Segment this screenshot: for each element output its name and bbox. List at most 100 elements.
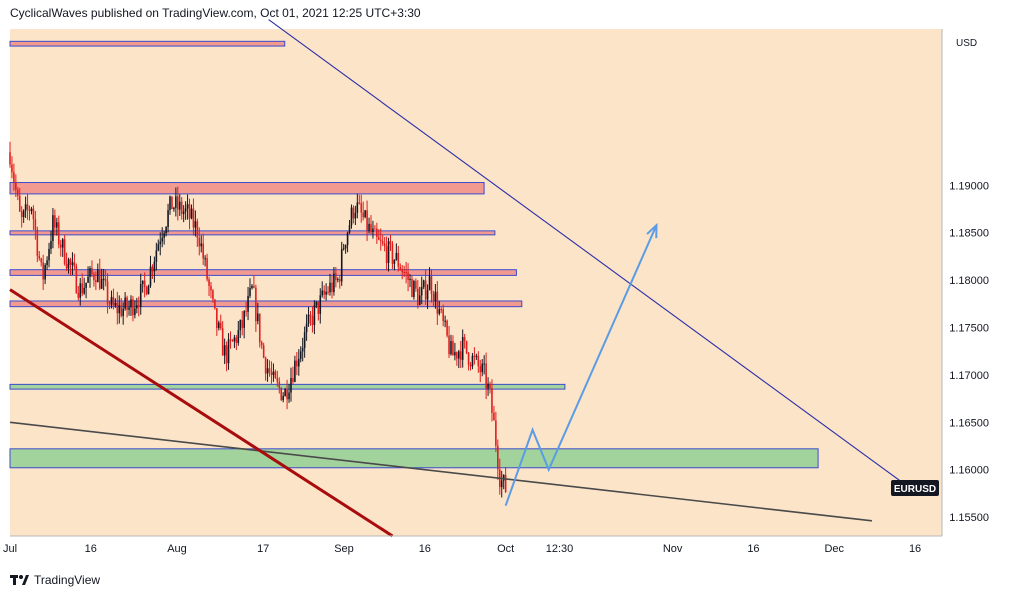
candle-body [241,319,244,328]
candle-body [350,207,353,226]
candle-body [282,396,284,401]
chart-area[interactable]: 1.15500 1.16000 1.16500 1.17000 1.17500 1.180… [0,0,1009,570]
candle-body [418,295,421,306]
candle-body [73,262,76,267]
support-zone-6 [9,448,819,469]
candle-body [46,260,48,265]
candle-body [32,208,35,220]
candle-body [379,239,382,242]
time-tick-label: 12:30 [546,543,574,555]
candle-body [227,339,230,364]
candle-body [491,388,493,413]
chart-svg[interactable]: 1.15500 1.16000 1.16500 1.17000 1.17500 1.180… [0,0,1009,570]
candle-body [331,282,333,293]
candle-body [137,305,140,307]
candle-body [391,243,394,264]
candle-body [11,164,13,173]
candle-body [292,377,294,382]
candle-body [15,182,17,190]
candle-body [210,285,212,291]
candle-body [182,211,185,214]
candle-body [134,308,136,316]
candle-body [126,297,128,310]
candle-body [264,357,267,374]
candle-body [329,282,331,293]
candle-body [440,309,443,311]
time-axis[interactable]: Jul 16 Aug 17 Sep 16 Oct 12:30 Nov 16 Dec 16 [3,543,921,555]
currency-label: USD [956,38,977,49]
candle-body [469,364,472,367]
candle-body [424,280,427,300]
time-tick-label: 16 [909,543,921,555]
candle-body [411,278,413,297]
candle-body [438,309,441,314]
projection-layer [504,222,658,507]
candle-body [54,215,56,228]
candle-body [497,445,499,470]
candle-body [262,345,265,358]
candle-body [161,237,164,242]
candle-body [495,420,497,446]
candle-body [274,371,277,379]
candle-body [407,272,409,281]
candle-body [446,320,448,336]
candle-body [26,204,29,210]
candle-body [297,358,300,367]
candle-body [100,278,103,289]
candle-body [221,328,224,356]
candle-body [132,299,134,316]
candle-body [266,368,269,374]
candle-body [202,243,204,259]
candle-body [98,269,101,289]
candle-body [118,305,121,314]
candle-body [17,189,19,196]
candle-body [212,290,214,300]
candle-body [171,196,173,210]
candle-body [13,172,15,183]
candle-body [450,341,452,355]
price-tick-label: 1.16000 [949,465,989,477]
candle-body [206,258,208,280]
candle-body [323,290,325,295]
candle-body [311,315,314,325]
price-axis[interactable]: 1.15500 1.16000 1.16500 1.17000 1.17500 1.180… [949,180,989,524]
candle-body [434,291,437,302]
candle-body [81,283,83,294]
candle-body [321,290,324,296]
candle-body [198,237,201,247]
candle-body [461,337,464,360]
candle-body [52,215,54,242]
candle-body [249,288,251,296]
candle-body [196,221,199,238]
candle-body [344,245,347,249]
candle-body [393,259,396,264]
candle-body [260,342,263,346]
candle-body [30,208,33,212]
candle-body [299,351,302,359]
candle-body [217,322,220,329]
candle-body [180,201,183,214]
candle-body [36,229,39,256]
resistance-zone-4 [9,300,523,308]
candle-body [422,280,425,288]
candle-body [385,246,388,264]
candle-body [348,225,351,233]
time-tick-label: Sep [334,543,354,555]
publish-header: CyclicalWaves published on TradingView.c… [10,6,421,20]
time-tick-label: Aug [167,543,187,555]
candle-body [278,381,281,388]
candle-body [89,268,91,277]
candle-body [354,212,357,219]
symbol-price-label: EURUSD [891,480,939,496]
candle-body [173,207,175,210]
candle-body [290,377,292,393]
candle-body [163,233,165,238]
candle-body [477,355,480,367]
candle-body [42,262,44,280]
candle-body [475,355,478,357]
candle-body [395,252,398,260]
candle-body [374,228,376,230]
candle-body [258,313,261,343]
candle-body [465,340,468,353]
candle-body [257,313,259,322]
